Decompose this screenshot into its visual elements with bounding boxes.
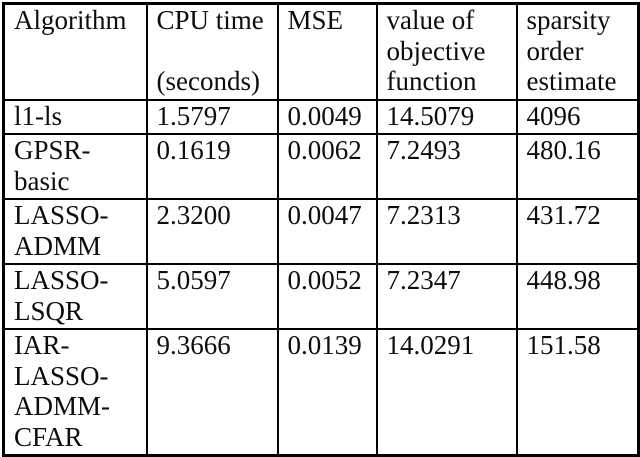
cell-mse: 0.0047: [276, 198, 378, 265]
cell-algorithm: LASSO- ADMM: [2, 198, 148, 265]
header-cell-cpu-time: CPU time (seconds): [145, 2, 279, 101]
header-cell-mse: MSE: [276, 2, 378, 101]
header-cell-sparsity-order: sparsity order estimate: [515, 2, 640, 101]
cell-cpu-time: 5.0597: [145, 263, 279, 330]
cell-mse: 0.0139: [276, 328, 378, 457]
cell-sparsity-order: 448.98: [515, 263, 640, 330]
header-cell-algorithm: Algorithm: [2, 2, 148, 101]
cell-objective-value: 7.2493: [375, 133, 518, 200]
cell-algorithm: GPSR- basic: [2, 133, 148, 200]
header-cell-objective-value: value of objective function: [375, 2, 518, 101]
table-row-gpsr-basic: GPSR- basic 0.1619 0.0062 7.2493 480.16: [2, 133, 640, 200]
cell-objective-value: 7.2313: [375, 198, 518, 265]
cell-cpu-time: 9.3666: [145, 328, 279, 457]
table-row-lasso-admm: LASSO- ADMM 2.3200 0.0047 7.2313 431.72: [2, 198, 640, 265]
cell-objective-value: 7.2347: [375, 263, 518, 330]
cell-objective-value: 14.5079: [375, 98, 518, 135]
cell-sparsity-order: 4096: [515, 98, 640, 135]
cell-sparsity-order: 151.58: [515, 328, 640, 457]
cell-cpu-time: 0.1619: [145, 133, 279, 200]
cell-cpu-time: 2.3200: [145, 198, 279, 265]
cell-algorithm: l1-ls: [2, 98, 148, 135]
header-row: Algorithm CPU time (seconds) MSE value o…: [2, 2, 640, 101]
cell-cpu-time: 1.5797: [145, 98, 279, 135]
cell-algorithm: LASSO- LSQR: [2, 263, 148, 330]
table-row-iar-lasso-admm-cfar: IAR- LASSO- ADMM- CFAR 9.3666 0.0139 14.…: [2, 328, 640, 457]
cell-sparsity-order: 431.72: [515, 198, 640, 265]
table-row-l1-ls: l1-ls 1.5797 0.0049 14.5079 4096: [2, 98, 640, 135]
cell-mse: 0.0062: [276, 133, 378, 200]
cell-sparsity-order: 480.16: [515, 133, 640, 200]
cell-mse: 0.0052: [276, 263, 378, 330]
cell-mse: 0.0049: [276, 98, 378, 135]
cell-algorithm: IAR- LASSO- ADMM- CFAR: [2, 328, 148, 457]
cell-objective-value: 14.0291: [375, 328, 518, 457]
table-row-lasso-lsqr: LASSO- LSQR 5.0597 0.0052 7.2347 448.98: [2, 263, 640, 330]
